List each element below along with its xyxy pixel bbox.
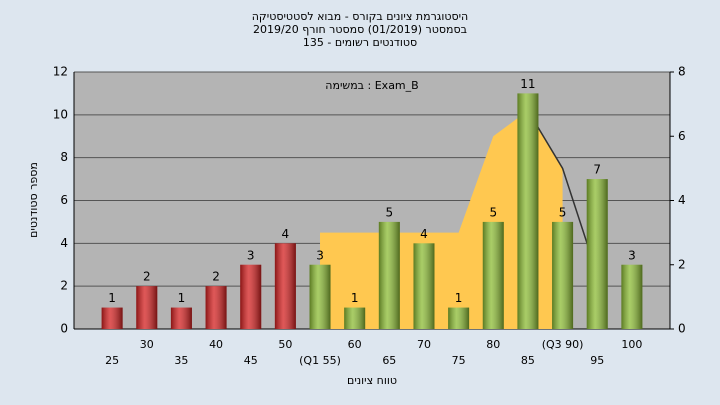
x-axis-label: טווח ציונים [347, 374, 397, 387]
y2-tick-label: 2 [678, 257, 686, 271]
y-axis-label: מספר סטודנטים [27, 162, 40, 238]
x-tick-label: 100 [621, 338, 642, 351]
value-label: 7 [593, 163, 601, 177]
y-tick-label: 8 [60, 150, 68, 164]
bar-shade [101, 307, 123, 329]
x-tick-label: 65 [382, 354, 396, 367]
bar-shade [482, 221, 504, 329]
bar-shade [240, 264, 262, 329]
x-tick-label: (Q3 90) [542, 338, 584, 351]
bar-shade [621, 264, 643, 329]
x-tick-label: 60 [348, 338, 362, 351]
y-tick-label: 0 [60, 322, 68, 336]
bar-shade [170, 307, 192, 329]
bar-shade [136, 286, 158, 329]
y-tick-label: 2 [60, 279, 68, 293]
y2-tick-label: 8 [678, 65, 686, 79]
x-tick-label: 45 [244, 354, 258, 367]
x-tick-label: 95 [590, 354, 604, 367]
bar-shade [448, 307, 470, 329]
value-label: 11 [520, 77, 535, 91]
x-tick-label: 70 [417, 338, 431, 351]
value-label: 5 [489, 205, 497, 219]
bar-shade [309, 264, 331, 329]
value-label: 2 [143, 270, 151, 284]
chart-title: היסטוגרמת ציונים בקורס - מבוא לסטטיסטיקה [252, 10, 468, 23]
x-tick-label: 85 [521, 354, 535, 367]
value-label: 5 [386, 205, 394, 219]
bar-shade [552, 221, 574, 329]
x-tick-label: 25 [105, 354, 119, 367]
chart-subtitle: סטודנטים רשומים - 135 [303, 36, 417, 49]
value-label: 5 [559, 205, 567, 219]
annotation: במשימה : Exam_B [325, 79, 418, 92]
x-tick-label: (Q1 55) [299, 354, 341, 367]
bar-shade [517, 93, 539, 330]
bar-shade [274, 243, 296, 329]
value-label: 3 [628, 248, 636, 262]
bar-shade [378, 221, 400, 329]
y-tick-label: 10 [53, 107, 68, 121]
x-tick-label: 80 [486, 338, 500, 351]
bar-shade [205, 286, 227, 329]
chart-subtitle: בסמסטר (01/2019) סמסטר חורף 2019/20 [253, 23, 467, 36]
value-label: 1 [178, 291, 186, 305]
bar-shade [344, 307, 366, 329]
bar-shade [586, 179, 608, 329]
line [527, 110, 598, 275]
x-tick-label: 30 [140, 338, 154, 351]
value-label: 4 [420, 227, 428, 241]
value-label: 4 [282, 227, 290, 241]
x-tick-label: 75 [452, 354, 466, 367]
value-label: 3 [316, 248, 324, 262]
value-label: 2 [212, 270, 220, 284]
y-tick-label: 6 [60, 193, 68, 207]
x-tick-label: 50 [278, 338, 292, 351]
y2-tick-label: 4 [678, 193, 686, 207]
x-tick-label: 35 [174, 354, 188, 367]
value-label: 1 [108, 291, 116, 305]
y2-tick-label: 0 [678, 322, 686, 336]
y-tick-label: 12 [53, 65, 68, 79]
value-label: 1 [351, 291, 359, 305]
value-label: 3 [247, 248, 255, 262]
y-tick-label: 4 [60, 236, 68, 250]
x-tick-label: 40 [209, 338, 223, 351]
value-label: 1 [455, 291, 463, 305]
bar-shade [413, 243, 435, 329]
y2-tick-label: 6 [678, 129, 686, 143]
